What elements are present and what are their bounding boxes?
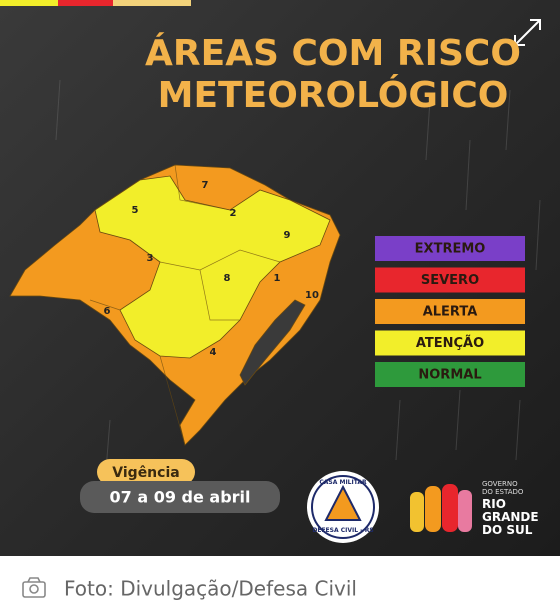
region-number: 10	[305, 290, 319, 301]
legend-swatch	[375, 267, 525, 293]
region-number: 5	[132, 205, 139, 216]
lagoon	[239, 299, 306, 386]
title-line: ÁREAS COM RISCO	[145, 32, 521, 74]
validity-pill	[97, 459, 195, 485]
validity-box	[80, 481, 280, 513]
region-number: 8	[224, 273, 231, 284]
gov-big: RIO	[482, 497, 506, 511]
top-bar	[0, 0, 58, 6]
gov-small: GOVERNO	[482, 480, 518, 488]
validity-label: Vigência	[112, 465, 179, 481]
legend-swatch	[375, 299, 525, 324]
title-line: METEOROLÓGICO	[158, 74, 509, 116]
region-number: 3	[147, 253, 154, 264]
camera-icon	[22, 577, 46, 598]
legend-label: SEVERO	[421, 273, 479, 288]
caption: Foto: Divulgação/Defesa Civil	[64, 577, 357, 600]
legend: EXTREMO SEVERO ALERTA ATENÇÃO NORMAL	[375, 236, 525, 387]
map-attention-area	[94, 175, 331, 359]
legend-label: EXTREMO	[415, 242, 486, 257]
region-number: 6	[104, 306, 111, 317]
top-bar	[58, 0, 113, 6]
validity-dates: 07 a 09 de abril	[109, 488, 250, 507]
region-number: 4	[210, 347, 217, 358]
region-number: 7	[202, 180, 209, 191]
legend-label: NORMAL	[418, 368, 481, 383]
region-number: 9	[284, 230, 291, 241]
government-logo: GOVERNO DO ESTADO RIO GRANDE DO SUL	[410, 480, 539, 537]
legend-label: ATENÇÃO	[416, 335, 484, 351]
legend-swatch	[375, 236, 525, 261]
legend-label: ALERTA	[423, 305, 478, 320]
legend-swatch	[375, 330, 525, 356]
legend-swatch	[375, 362, 525, 387]
top-bar	[113, 0, 191, 6]
seal-top: CASA MILITAR	[319, 479, 367, 486]
expand-icon[interactable]	[514, 19, 541, 46]
region-number: 2	[230, 208, 237, 219]
gov-big: DO SUL	[482, 523, 533, 537]
region-number: 1	[274, 273, 281, 284]
rain	[55, 79, 541, 471]
map	[9, 164, 341, 446]
seal-bottom: DEFESA CIVIL - RS	[312, 527, 373, 534]
seal: CASA MILITAR DEFESA CIVIL - RS	[307, 471, 379, 543]
gov-small: DO ESTADO	[482, 488, 524, 496]
gov-big: GRANDE	[482, 510, 539, 524]
caption-bar	[0, 556, 560, 600]
